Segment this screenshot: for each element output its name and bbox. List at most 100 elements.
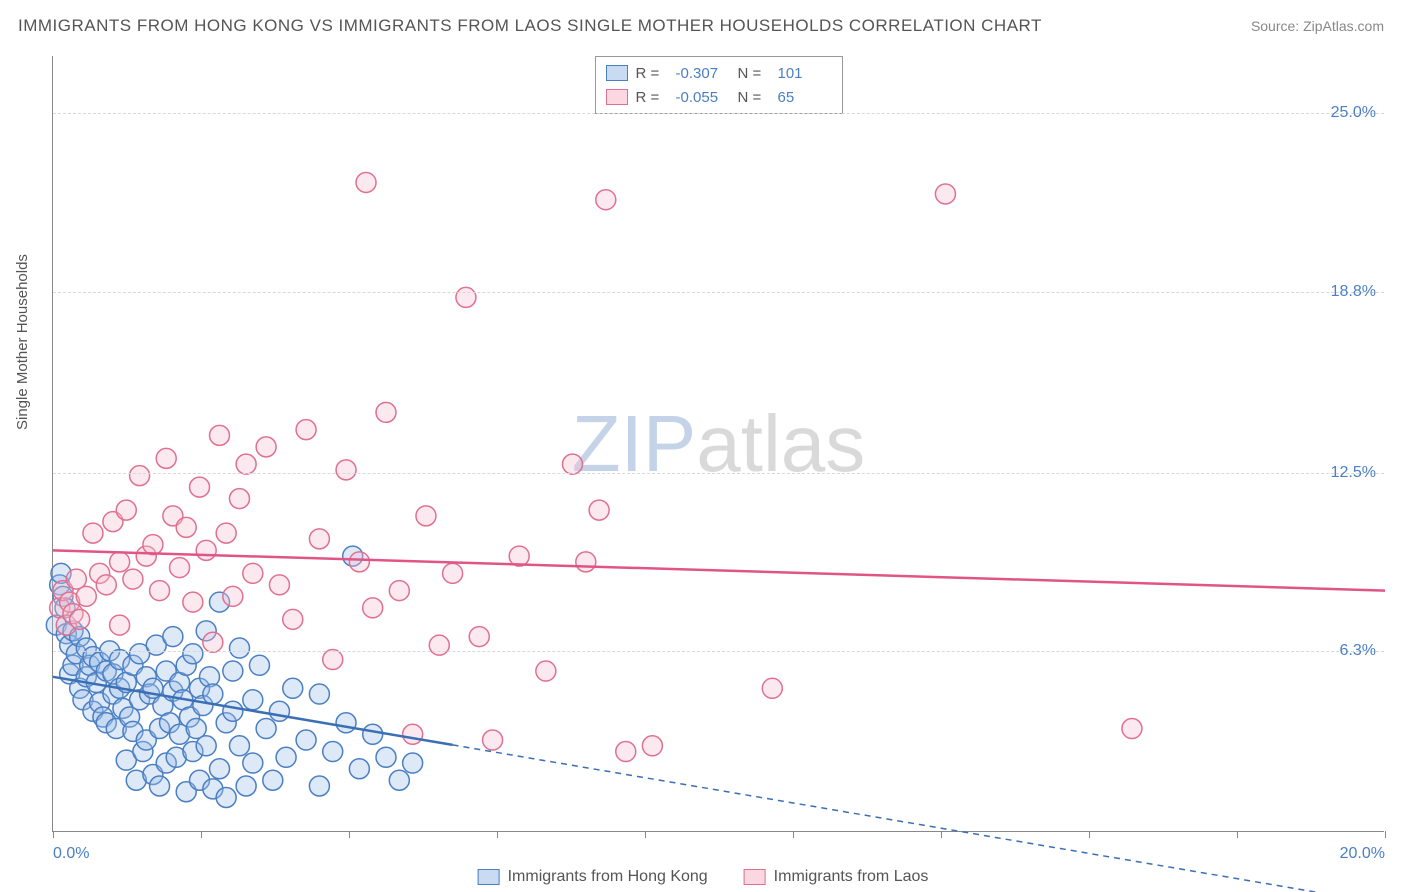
data-point-hong_kong xyxy=(269,701,289,721)
data-point-laos xyxy=(96,575,116,595)
data-point-laos xyxy=(935,184,955,204)
data-point-hong_kong xyxy=(249,655,269,675)
data-point-laos xyxy=(110,552,130,572)
data-point-hong_kong xyxy=(263,770,283,790)
xtick xyxy=(1385,831,1386,838)
data-point-hong_kong xyxy=(376,747,396,767)
data-point-laos xyxy=(256,437,276,457)
data-point-hong_kong xyxy=(223,701,243,721)
data-point-hong_kong xyxy=(210,759,230,779)
data-point-laos xyxy=(223,586,243,606)
data-point-hong_kong xyxy=(256,719,276,739)
ytick-label: 12.5% xyxy=(1331,464,1376,482)
data-point-hong_kong xyxy=(296,730,316,750)
data-point-hong_kong xyxy=(183,644,203,664)
data-point-laos xyxy=(296,420,316,440)
data-point-laos xyxy=(576,552,596,572)
data-point-laos xyxy=(203,632,223,652)
data-point-hong_kong xyxy=(223,661,243,681)
ytick-label: 18.8% xyxy=(1331,283,1376,301)
xtick xyxy=(1237,831,1238,838)
yaxis-label: Single Mother Households xyxy=(14,254,31,430)
data-point-laos xyxy=(596,190,616,210)
data-point-laos xyxy=(210,425,230,445)
xtick xyxy=(53,831,54,838)
data-point-hong_kong xyxy=(150,776,170,796)
data-point-laos xyxy=(76,586,96,606)
data-point-laos xyxy=(536,661,556,681)
data-point-laos xyxy=(130,466,150,486)
xtick xyxy=(1089,831,1090,838)
data-point-laos xyxy=(309,529,329,549)
xtick xyxy=(793,831,794,838)
chart-title: IMMIGRANTS FROM HONG KONG VS IMMIGRANTS … xyxy=(18,16,1042,36)
xtick-label: 0.0% xyxy=(53,845,89,863)
data-point-hong_kong xyxy=(196,736,216,756)
data-point-laos xyxy=(110,615,130,635)
data-point-laos xyxy=(642,736,662,756)
ytick-label: 25.0% xyxy=(1331,104,1376,122)
legend-label-laos: Immigrants from Laos xyxy=(774,868,929,886)
data-point-laos xyxy=(170,558,190,578)
data-point-hong_kong xyxy=(236,776,256,796)
data-point-laos xyxy=(349,552,369,572)
data-point-hong_kong xyxy=(389,770,409,790)
data-point-laos xyxy=(123,569,143,589)
plot-area: ZIPatlas R = -0.307 N = 101 R = -0.055 N… xyxy=(52,56,1384,832)
legend-label-hongkong: Immigrants from Hong Kong xyxy=(508,868,708,886)
data-point-laos xyxy=(403,724,423,744)
data-point-laos xyxy=(323,650,343,670)
data-point-laos xyxy=(469,627,489,647)
swatch-pink-icon xyxy=(744,869,766,885)
xtick xyxy=(201,831,202,838)
xtick xyxy=(941,831,942,838)
data-point-hong_kong xyxy=(349,759,369,779)
source-attribution: Source: ZipAtlas.com xyxy=(1251,18,1384,34)
data-point-laos xyxy=(183,592,203,612)
data-point-laos xyxy=(363,598,383,618)
legend-item-laos: Immigrants from Laos xyxy=(744,868,929,886)
swatch-blue-icon xyxy=(478,869,500,885)
legend-item-hongkong: Immigrants from Hong Kong xyxy=(478,868,708,886)
gridline-h xyxy=(53,113,1384,114)
data-point-laos xyxy=(616,742,636,762)
scatter-svg xyxy=(53,56,1384,831)
data-point-laos xyxy=(429,635,449,655)
data-point-hong_kong xyxy=(243,690,263,710)
data-point-hong_kong xyxy=(336,713,356,733)
data-point-laos xyxy=(389,581,409,601)
data-point-hong_kong xyxy=(200,667,220,687)
data-point-laos xyxy=(150,581,170,601)
data-point-laos xyxy=(70,609,90,629)
data-point-laos xyxy=(283,609,303,629)
data-point-laos xyxy=(229,489,249,509)
ytick-label: 6.3% xyxy=(1340,642,1376,660)
xtick xyxy=(349,831,350,838)
data-point-laos xyxy=(269,575,289,595)
xtick xyxy=(645,831,646,838)
data-point-hong_kong xyxy=(403,753,423,773)
data-point-laos xyxy=(190,477,210,497)
data-point-laos xyxy=(176,517,196,537)
data-point-laos xyxy=(562,454,582,474)
data-point-laos xyxy=(483,730,503,750)
data-point-laos xyxy=(336,460,356,480)
gridline-h xyxy=(53,473,1384,474)
data-point-laos xyxy=(416,506,436,526)
data-point-laos xyxy=(762,678,782,698)
data-point-hong_kong xyxy=(283,678,303,698)
data-point-laos xyxy=(216,523,236,543)
data-point-laos xyxy=(196,540,216,560)
gridline-h xyxy=(53,651,1384,652)
data-point-laos xyxy=(456,287,476,307)
data-point-laos xyxy=(116,500,136,520)
data-point-laos xyxy=(589,500,609,520)
data-point-laos xyxy=(83,523,103,543)
data-point-hong_kong xyxy=(203,684,223,704)
xtick xyxy=(497,831,498,838)
data-point-laos xyxy=(236,454,256,474)
data-point-hong_kong xyxy=(309,684,329,704)
data-point-hong_kong xyxy=(243,753,263,773)
data-point-hong_kong xyxy=(363,724,383,744)
data-point-laos xyxy=(1122,719,1142,739)
